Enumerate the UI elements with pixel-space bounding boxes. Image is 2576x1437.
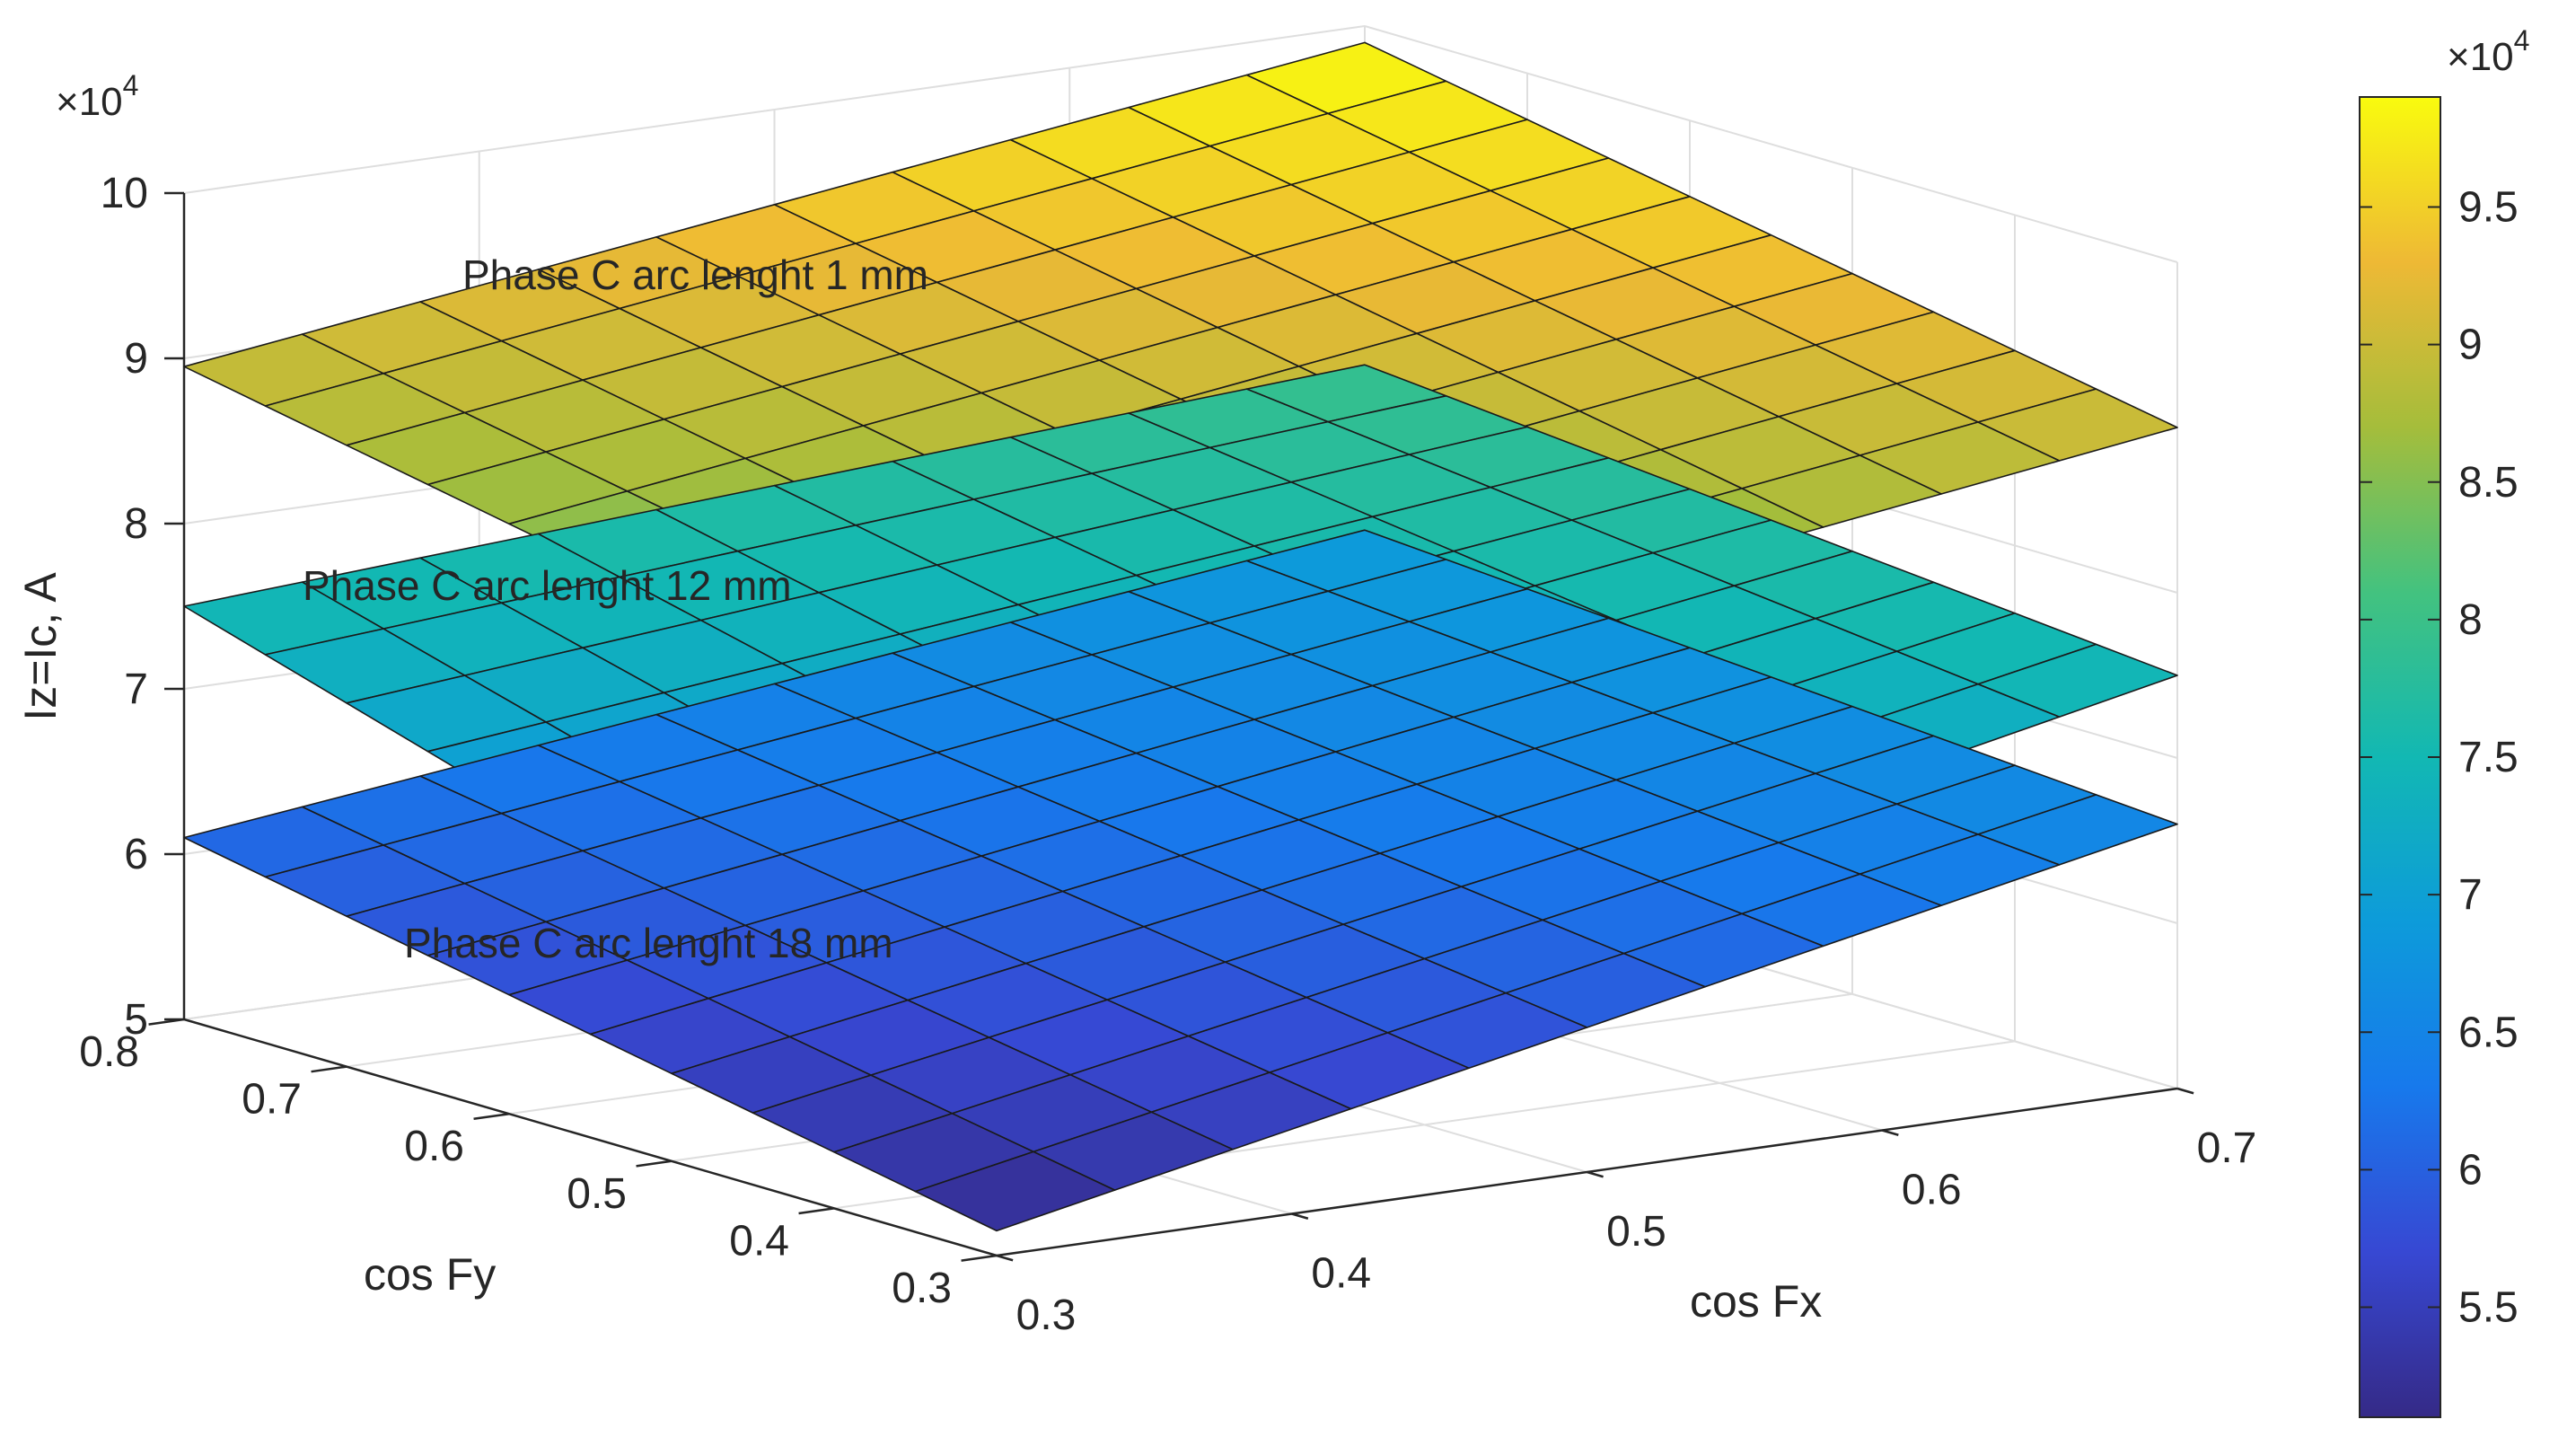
annotation-series-1: Phase C arc lenght 1 mm <box>462 251 928 298</box>
annotation-series-3: Phase C arc lenght 18 mm <box>404 920 893 966</box>
z-exponent-base: ×10 <box>56 80 123 124</box>
z-tick-label: 7 <box>124 666 148 713</box>
colorbar-tick-label: 9 <box>2458 322 2483 369</box>
z-exponent-power: 4 <box>123 69 139 101</box>
y-tick-mark <box>798 1207 835 1215</box>
x-tick-label: 0.5 <box>1606 1208 1666 1256</box>
x-tick-label: 0.7 <box>2197 1124 2257 1172</box>
grid-line-wall-x-horizontal <box>1364 25 2178 263</box>
colorbar-tick-label: 8 <box>2458 596 2483 644</box>
x-tick-label: 0.3 <box>1016 1292 1077 1339</box>
colorbar-tick-label: 8.5 <box>2458 459 2519 507</box>
z-exponent-label: ×104 <box>56 69 138 124</box>
surface-series-3 <box>183 529 2178 1232</box>
colorbar-tick-label: 9.5 <box>2458 184 2519 232</box>
colorbar-tick-label: 7.5 <box>2458 734 2519 781</box>
x-tick-mark <box>1881 1129 1899 1136</box>
colorbar-bar <box>2359 96 2441 1418</box>
y-tick-label: 0.7 <box>242 1076 302 1124</box>
z-tick-label: 9 <box>124 335 148 383</box>
y-tick-mark <box>311 1065 347 1073</box>
z-tick-label: 5 <box>124 996 148 1044</box>
colorbar-tick-label: 6 <box>2458 1146 2483 1194</box>
y-tick-label: 0.6 <box>404 1123 464 1170</box>
colorbar-exponent-power: 4 <box>2514 24 2530 57</box>
surface-cell <box>914 1150 1116 1232</box>
z-tick-label: 10 <box>101 170 148 217</box>
colorbar-tick-label: 5.5 <box>2458 1284 2519 1332</box>
z-axis-label: Iz=Ic, A <box>15 572 66 721</box>
y-axis-line <box>183 1018 998 1257</box>
x-tick-label: 0.6 <box>1902 1167 1962 1214</box>
y-tick-label: 0.4 <box>729 1217 789 1265</box>
y-tick-label: 0.3 <box>892 1265 952 1312</box>
y-tick-label: 0.8 <box>79 1028 139 1076</box>
x-tick-mark <box>1291 1212 1309 1220</box>
colorbar-exponent-base: ×10 <box>2447 35 2514 79</box>
grid-line-wall-y-horizontal <box>183 25 1366 194</box>
y-tick-mark <box>961 1254 998 1262</box>
x-tick-mark <box>1587 1170 1604 1178</box>
annotation-series-2: Phase C arc lenght 12 mm <box>303 562 792 609</box>
colorbar: ×104 5.5 6 6.5 7 7.5 8 8.5 9 9.5 <box>2359 24 2529 1418</box>
colorbar-tick-label: 7 <box>2458 871 2483 919</box>
x-tick-mark <box>2176 1087 2194 1095</box>
axis-layer: 0.3 0.4 0.5 0.6 0.7 0.3 0.4 0.5 0.6 0.7 0.85 6 7 8 9 10 <box>79 170 2256 1339</box>
y-tick-mark <box>473 1112 510 1121</box>
z-tick-label: 8 <box>124 500 148 548</box>
colorbar-exponent-label: ×104 <box>2447 24 2529 79</box>
y-tick-mark <box>636 1159 673 1168</box>
surface-layer <box>183 41 2178 1232</box>
x-tick-mark <box>996 1254 1014 1262</box>
x-axis-label: cos Fx <box>1690 1276 1822 1327</box>
colorbar-ticks: 5.5 6 6.5 7 7.5 8 8.5 9 9.5 <box>2360 184 2519 1332</box>
colorbar-tick-label: 6.5 <box>2458 1009 2519 1056</box>
z-tick-label: 6 <box>124 831 148 878</box>
y-axis-label: cos Fy <box>364 1249 496 1300</box>
y-tick-label: 0.5 <box>567 1170 627 1218</box>
x-tick-label: 0.4 <box>1311 1250 1371 1298</box>
